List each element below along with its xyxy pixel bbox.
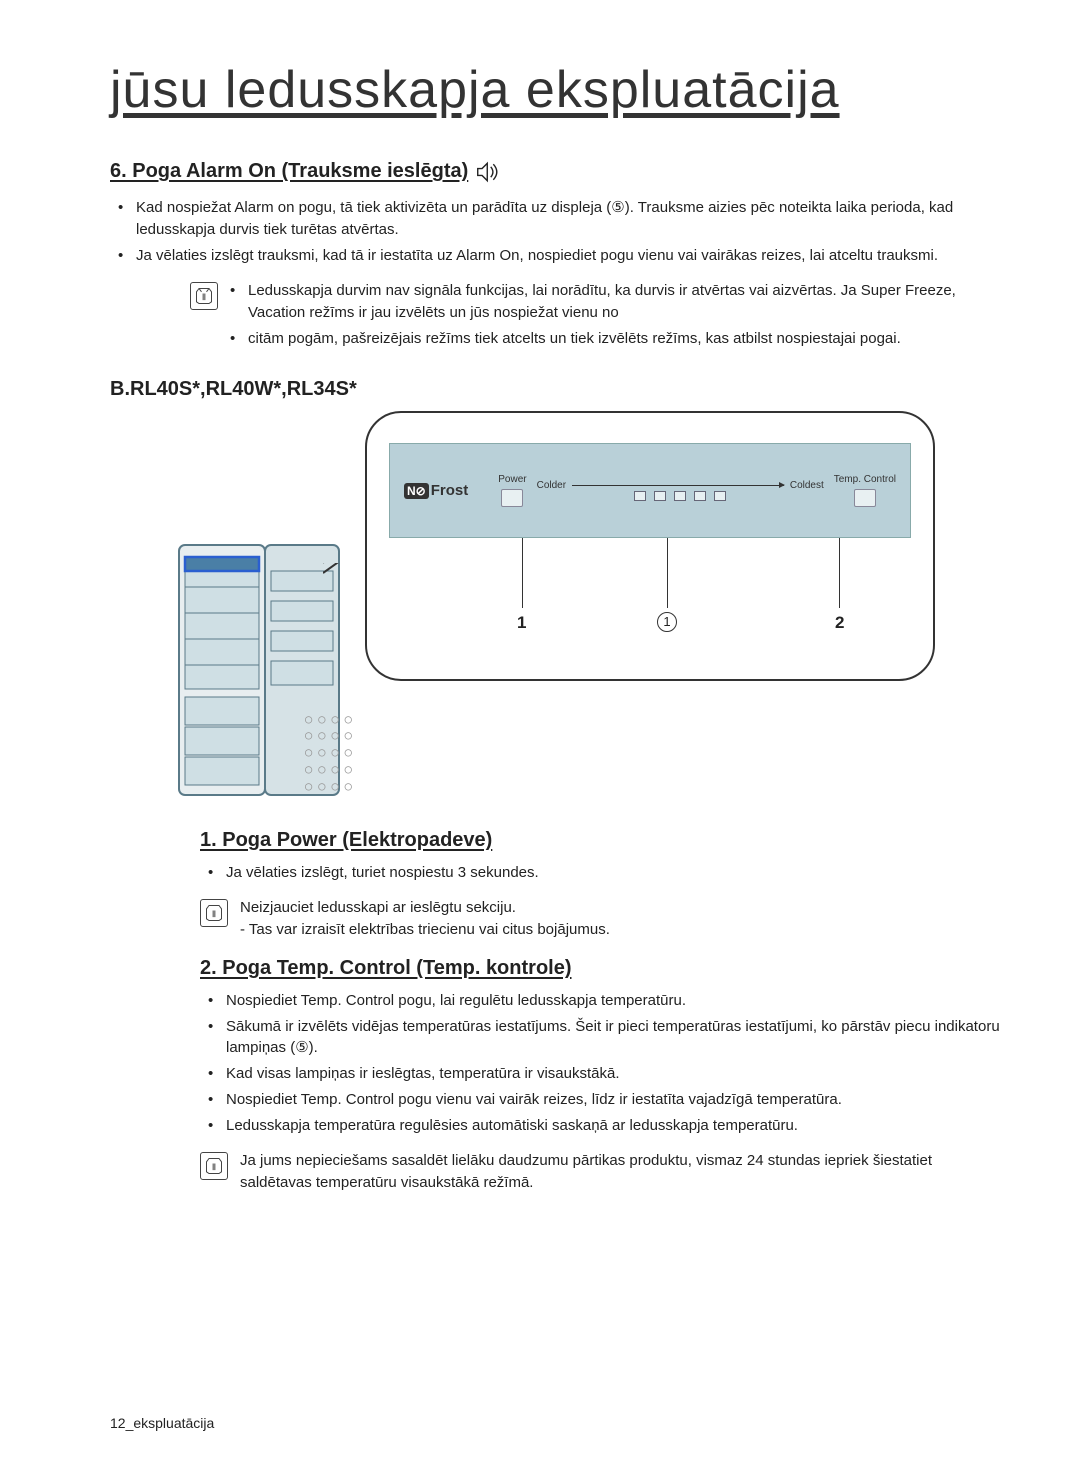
control-panel: N⊘Frost Power Colder Coldest [389, 443, 911, 538]
list-item: Kad nospiežat Alarm on pogu, tā tiek akt… [118, 197, 1000, 241]
leader-line [839, 538, 840, 608]
section-6-heading-text: 6. Poga Alarm On (Trauksme ieslēgta) [110, 160, 468, 183]
section-6-bullets: Kad nospiežat Alarm on pogu, tā tiek akt… [118, 197, 1000, 266]
arrow-icon [572, 485, 784, 486]
page-footer: 12_ekspluatācija [110, 1415, 214, 1431]
led-indicator [674, 491, 686, 501]
note-icon [200, 1152, 228, 1180]
temperature-indicator: Colder Coldest [537, 480, 824, 501]
nofrost-text: Frost [431, 482, 469, 499]
power-label: Power [498, 474, 526, 485]
callout-num-2: 2 [835, 613, 844, 633]
leader-line [522, 538, 523, 608]
section-2-note: Ja jums nepieciešams sasaldēt lielāku da… [200, 1150, 1000, 1194]
control-panel-diagram: ○○○○○○○○○○○○○○○○○○○○ N⊘Frost Power Colde… [175, 411, 935, 811]
section-1-note: Neizjauciet ledusskapi ar ieslēgtu sekci… [200, 897, 1000, 941]
note-icon [200, 899, 228, 927]
temp-control-col: Temp. Control [834, 474, 896, 507]
section-1-bullets: Ja vēlaties izslēgt, turiet nospiestu 3 … [208, 862, 1000, 884]
decorative-dots: ○○○○○○○○○○○○○○○○○○○○ [305, 711, 358, 795]
power-button-col: Power [498, 474, 526, 507]
circled-1: 1 [657, 612, 677, 632]
page-title: jūsu ledusskapja ekspluatācija [110, 60, 1000, 120]
list-item: Ledusskapja durvim nav signāla funkcijas… [230, 280, 1000, 324]
model-heading: B.RL40S*,RL40W*,RL34S* [110, 378, 1000, 401]
note-body: Ja jums nepieciešams sasaldēt lielāku da… [240, 1150, 1000, 1194]
temp-control-button[interactable] [854, 489, 876, 507]
list-item: Nospiediet Temp. Control pogu vienu vai … [208, 1089, 1000, 1111]
nofrost-logo: N⊘Frost [404, 482, 468, 499]
colder-label: Colder [537, 480, 566, 491]
callout-bubble: N⊘Frost Power Colder Coldest [365, 411, 935, 681]
section-2-heading: 2. Poga Temp. Control (Temp. kontrole) [200, 957, 1000, 980]
note-text: Ja jums nepieciešams sasaldēt lielāku da… [240, 1150, 1000, 1194]
power-button[interactable] [501, 489, 523, 507]
temp-control-label: Temp. Control [834, 474, 896, 485]
leader-line [667, 538, 668, 608]
list-item: Ledusskapja temperatūra regulēsies autom… [208, 1115, 1000, 1137]
callout-num-1: 1 [517, 613, 526, 633]
list-item: Kad visas lampiņas ir ieslēgtas, tempera… [208, 1063, 1000, 1085]
note-text: Tas var izraisīt elektrības triecienu va… [240, 919, 1000, 941]
led-indicator [694, 491, 706, 501]
led-indicator [634, 491, 646, 501]
section-6-note: Ledusskapja durvim nav signāla funkcijas… [190, 280, 1000, 353]
nofrost-badge: N⊘ [404, 483, 429, 499]
speaker-icon [476, 161, 502, 183]
callout-num-circled: 1 [657, 611, 677, 632]
note-body: Neizjauciet ledusskapi ar ieslēgtu sekci… [240, 897, 1000, 941]
note-text: Neizjauciet ledusskapi ar ieslēgtu sekci… [240, 897, 1000, 919]
note-body: Ledusskapja durvim nav signāla funkcijas… [230, 280, 1000, 353]
led-indicator [714, 491, 726, 501]
note-icon [190, 282, 218, 310]
list-item: Ja vēlaties izslēgt, turiet nospiestu 3 … [208, 862, 1000, 884]
list-item: Ja vēlaties izslēgt trauksmi, kad tā ir … [118, 245, 1000, 267]
list-item: Sākumā ir izvēlēts vidējas temperatūras … [208, 1016, 1000, 1060]
led-row [634, 491, 726, 501]
coldest-label: Coldest [790, 480, 824, 491]
section-2-bullets: Nospiediet Temp. Control pogu, lai regul… [208, 990, 1000, 1137]
section-1-heading: 1. Poga Power (Elektropadeve) [200, 829, 1000, 852]
led-indicator [654, 491, 666, 501]
list-item: Nospiediet Temp. Control pogu, lai regul… [208, 990, 1000, 1012]
list-item: citām pogām, pašreizējais režīms tiek at… [230, 328, 1000, 350]
section-6-heading: 6. Poga Alarm On (Trauksme ieslēgta) [110, 160, 1000, 183]
